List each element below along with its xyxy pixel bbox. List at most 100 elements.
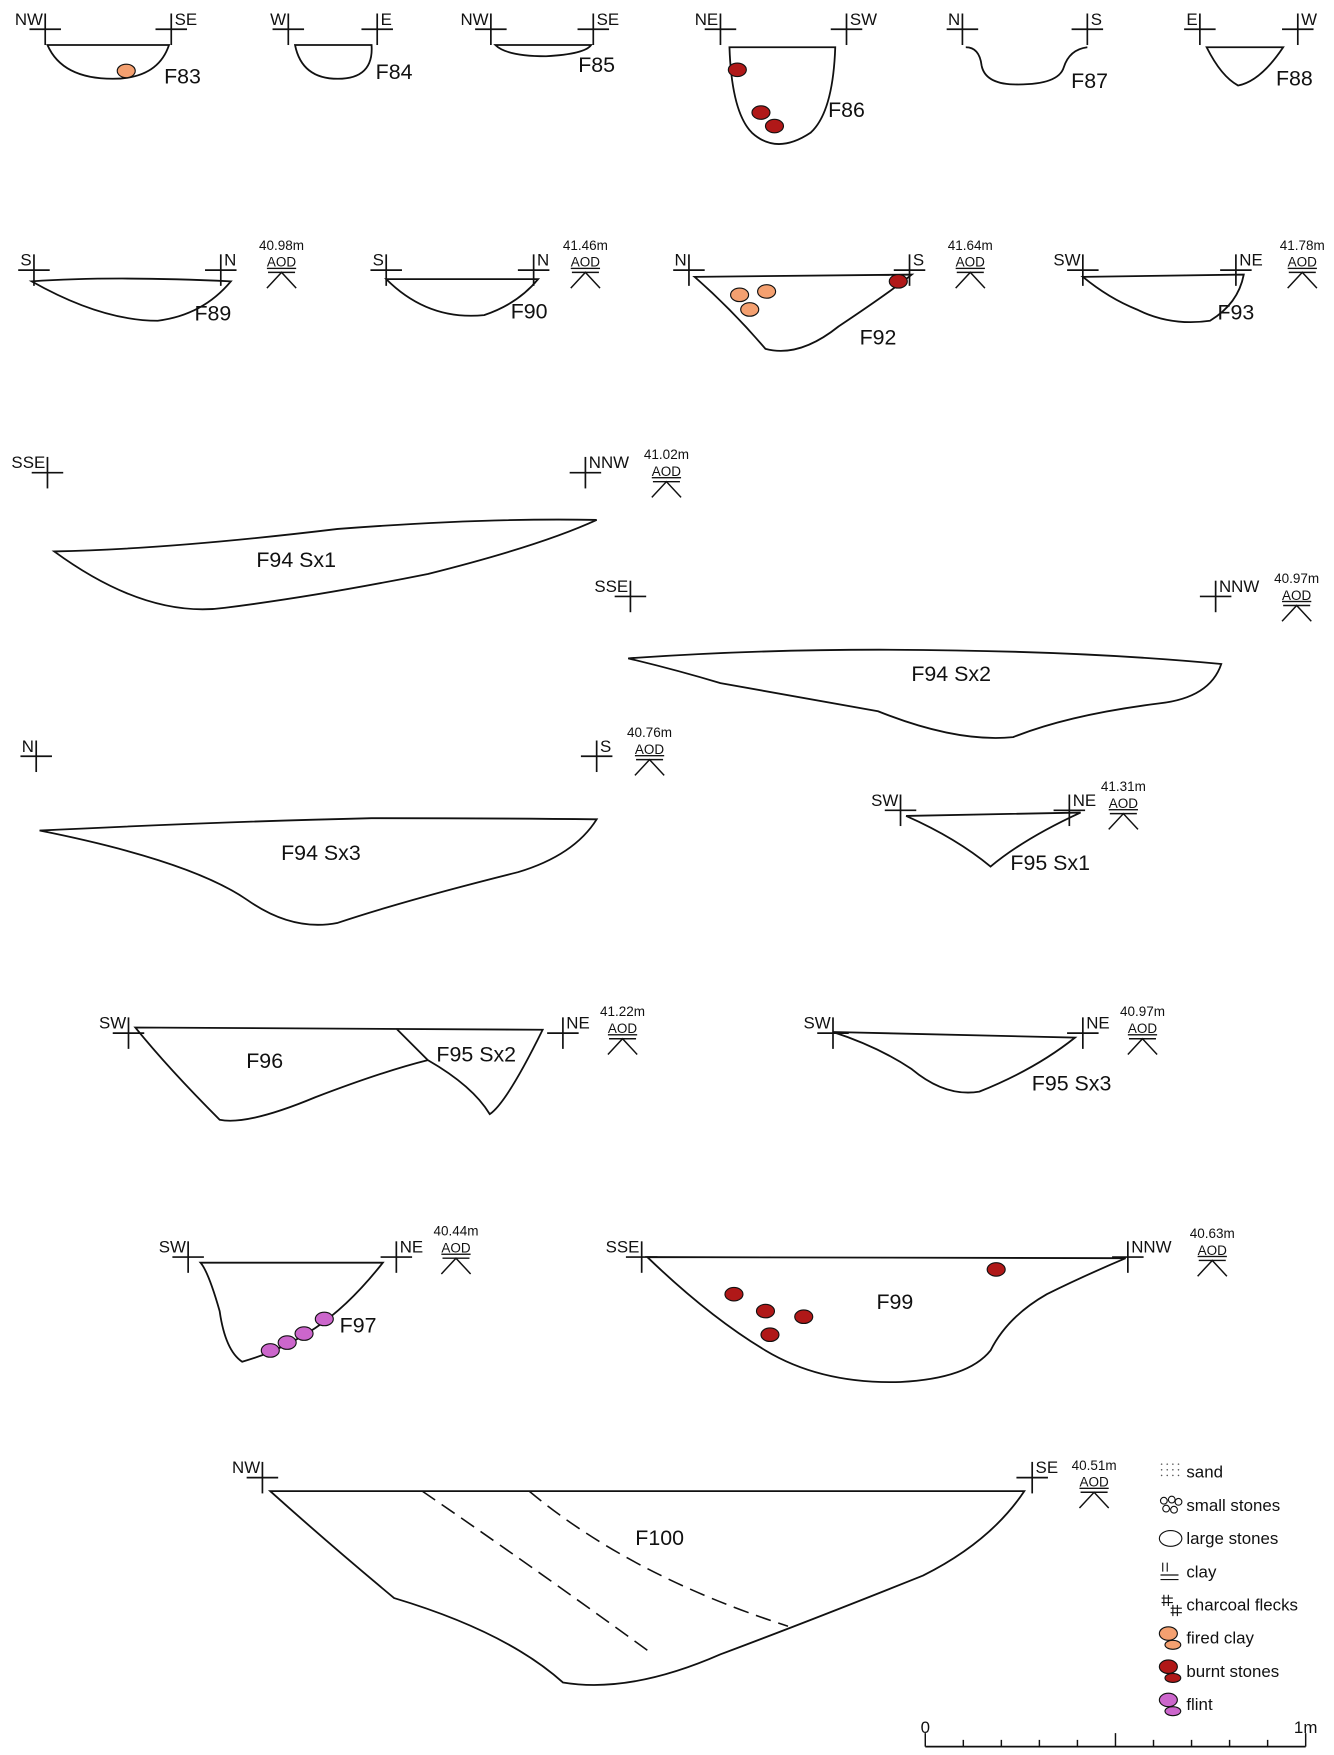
inclusion <box>314 1311 334 1327</box>
orientation-label: SSE <box>606 1238 640 1257</box>
section-profile <box>1080 273 1245 324</box>
legend-symbol <box>1167 1495 1176 1504</box>
scale-label: 1m <box>1294 1718 1317 1737</box>
inclusion <box>260 1343 280 1358</box>
feature-label: F94 Sx2 <box>911 662 991 686</box>
datum-label: AOD <box>608 1021 638 1036</box>
section-profile <box>905 811 1081 868</box>
section-profile <box>267 1490 1026 1686</box>
feature-label: F85 <box>578 53 615 77</box>
orientation-label: N <box>224 251 236 270</box>
datum-label: AOD <box>267 255 297 270</box>
orientation-label: NE <box>1086 1014 1109 1033</box>
feature-label: F94 Sx3 <box>281 841 361 865</box>
orientation-label: SW <box>871 791 898 810</box>
orientation-label: S <box>913 251 924 270</box>
elevation-label: 41.31m <box>1101 779 1146 794</box>
elevation-label: 41.22m <box>600 1004 645 1019</box>
legend-symbol <box>1158 1692 1178 1708</box>
orientation-label: E <box>381 10 392 29</box>
orientation-label: W <box>1301 10 1317 29</box>
elevation-label: 40.76m <box>627 725 672 740</box>
datum-marker <box>266 271 297 289</box>
legend-symbol <box>1166 1468 1169 1471</box>
feature-label: F97 <box>340 1313 377 1337</box>
scale-label: 0 <box>921 1718 930 1737</box>
legend-symbol <box>1166 1474 1169 1477</box>
orientation-label: SSE <box>594 577 628 596</box>
orientation-label: SE <box>175 10 198 29</box>
datum-marker <box>607 1037 638 1055</box>
legend-symbol <box>1164 1706 1182 1717</box>
datum-label: AOD <box>441 1241 471 1256</box>
inclusion <box>760 1327 780 1343</box>
orientation-label: W <box>270 10 286 29</box>
datum-label: AOD <box>1079 1475 1109 1490</box>
feature-label: F100 <box>635 1526 684 1550</box>
datum-label: AOD <box>1288 255 1318 270</box>
datum-marker <box>634 758 665 776</box>
section-profile <box>493 44 593 58</box>
feature-label: F89 <box>194 302 231 326</box>
legend-symbol <box>1172 1474 1174 1477</box>
feature-label: F92 <box>860 325 897 349</box>
inclusion <box>986 1262 1006 1277</box>
legend-symbol <box>1158 1529 1183 1547</box>
inclusion <box>794 1309 814 1325</box>
section-profile <box>1205 46 1285 87</box>
feature-label: F95 Sx2 <box>436 1042 516 1066</box>
feature-label: F93 <box>1217 301 1254 325</box>
inclusion <box>724 1286 744 1302</box>
datum-marker <box>1108 812 1139 830</box>
inclusion <box>888 274 908 289</box>
orientation-label: NNW <box>1131 1238 1171 1257</box>
legend-symbol <box>1160 1468 1163 1471</box>
legend-symbol <box>1174 1497 1183 1506</box>
section-profile <box>46 44 171 80</box>
feature-label: F95 Sx1 <box>1010 851 1090 875</box>
datum-label: AOD <box>571 255 601 270</box>
datum-marker <box>1127 1037 1158 1055</box>
elevation-label: 41.64m <box>948 238 993 253</box>
section-profile <box>832 1031 1078 1094</box>
section-profile <box>198 1261 385 1363</box>
datum-marker <box>1281 604 1312 622</box>
inclusion <box>727 62 747 78</box>
legend-symbol <box>1158 1626 1178 1641</box>
orientation-label: NW <box>15 10 43 29</box>
orientation-label: SW <box>99 1014 126 1033</box>
legend-symbol <box>1177 1468 1180 1471</box>
inclusion <box>764 118 785 134</box>
orientation-label: NNW <box>1219 577 1259 596</box>
legend-label: flint <box>1186 1695 1213 1714</box>
section-profile <box>293 44 373 80</box>
orientation-label: SW <box>804 1014 831 1033</box>
inclusion <box>757 284 777 299</box>
legend-symbol <box>1170 1505 1178 1514</box>
orientation-label: NE <box>400 1238 423 1257</box>
inclusion <box>730 287 750 303</box>
orientation-label: S <box>600 737 611 756</box>
legend-symbol <box>1160 1463 1163 1465</box>
elevation-label: 40.98m <box>259 238 304 253</box>
orientation-label: SE <box>597 10 620 29</box>
elevation-label: 41.02m <box>644 447 689 462</box>
datum-marker <box>955 271 986 289</box>
elevation-label: 40.44m <box>433 1224 478 1239</box>
elevation-label: 41.46m <box>563 238 608 253</box>
feature-label: F84 <box>376 60 413 84</box>
feature-label: F99 <box>876 1290 913 1314</box>
section-profile <box>728 46 837 145</box>
section-profile <box>965 46 1088 86</box>
orientation-label: NW <box>460 10 488 29</box>
legend-symbol <box>1160 1474 1163 1477</box>
feature-label: F88 <box>1276 67 1313 91</box>
legend-symbol <box>1172 1468 1174 1471</box>
datum-label: AOD <box>1282 588 1312 603</box>
orientation-label: E <box>1186 10 1197 29</box>
orientation-label: S <box>1091 10 1102 29</box>
datum-label: AOD <box>1109 796 1139 811</box>
inclusion <box>116 63 136 79</box>
legend-label: burnt stones <box>1186 1662 1279 1681</box>
